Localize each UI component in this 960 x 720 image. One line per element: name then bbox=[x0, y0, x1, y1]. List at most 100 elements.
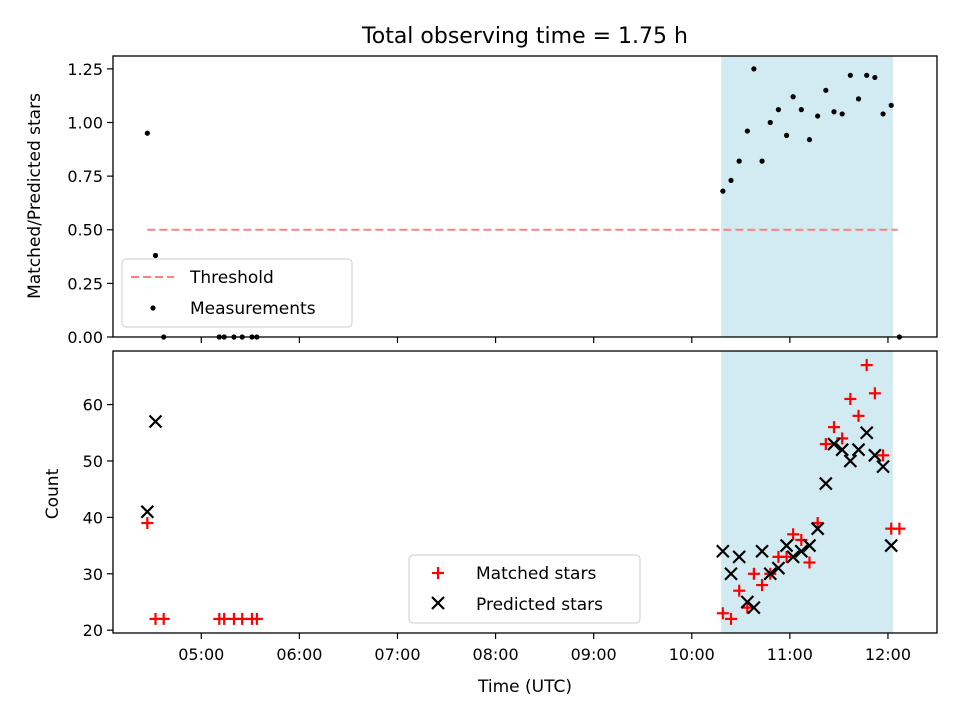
predicted-star-point bbox=[771, 561, 786, 575]
matched-star-point bbox=[756, 579, 769, 592]
bottom-plot-frame bbox=[112, 350, 938, 634]
bottom-y-ticks: 20 30 40 50 60 bbox=[83, 396, 113, 640]
bottom-x-ticks: 05:00 06:00 07:00 08:00 09:00 10:00 11:00 12:00 bbox=[178, 633, 911, 664]
measurement-point bbox=[775, 107, 782, 113]
x-tick-label: 10:00 bbox=[669, 645, 715, 664]
predicted-star-point bbox=[794, 544, 809, 558]
matched-star-point bbox=[787, 528, 800, 541]
bottom-y-tick-label: 30 bbox=[83, 565, 103, 584]
measurement-point bbox=[823, 87, 829, 93]
top-legend: Threshold Measurements bbox=[121, 258, 353, 328]
matched-star-point bbox=[868, 387, 881, 400]
measurement-point bbox=[720, 188, 726, 194]
predicted-star-point bbox=[868, 448, 882, 463]
measurements-legend-label: Measurements bbox=[190, 299, 316, 319]
bottom-y-tick-label: 50 bbox=[83, 452, 103, 471]
top-y-tick-label: 0.50 bbox=[67, 221, 103, 240]
predicted-star-point bbox=[859, 426, 874, 440]
measurement-point bbox=[888, 102, 894, 108]
predicted-star-point bbox=[827, 437, 841, 451]
bottom-y-axis-label: Count bbox=[43, 468, 63, 519]
bottom-observing-window bbox=[721, 351, 893, 633]
matched-star-point bbox=[819, 438, 832, 451]
x-tick-label: 11:00 bbox=[767, 645, 813, 664]
measurements-legend-swatch bbox=[150, 305, 156, 311]
matched-star-point bbox=[780, 550, 793, 563]
bottom-y-tick-label: 20 bbox=[83, 621, 103, 640]
measurement-point bbox=[864, 72, 870, 78]
x-tick-label: 07:00 bbox=[374, 645, 420, 664]
measurement-point bbox=[744, 128, 750, 134]
predicted-star-point bbox=[763, 567, 778, 581]
predicted-star-point bbox=[884, 538, 899, 553]
predicted-star-point bbox=[876, 459, 890, 474]
top-y-tick-label: 1.25 bbox=[67, 60, 103, 79]
measurement-point bbox=[872, 74, 878, 81]
matched-star-point bbox=[844, 392, 857, 405]
matched-star-point bbox=[852, 409, 865, 422]
measurement-point bbox=[831, 109, 837, 115]
top-y-tick-label: 0.00 bbox=[67, 328, 103, 347]
top-legend-box bbox=[121, 258, 353, 328]
predicted-star-point bbox=[779, 538, 794, 553]
measurement-point bbox=[806, 137, 813, 143]
measurement-point bbox=[880, 111, 886, 117]
matched-star-point bbox=[877, 449, 890, 462]
measurement-point bbox=[144, 130, 150, 136]
matched-star-point bbox=[828, 421, 840, 434]
measurement-point bbox=[751, 66, 757, 72]
matched-star-point bbox=[803, 556, 816, 569]
top-observing-window bbox=[721, 56, 893, 337]
x-tick-label: 08:00 bbox=[473, 645, 519, 664]
predicted-star-point bbox=[851, 442, 866, 457]
measurement-point bbox=[736, 158, 742, 164]
predicted-star-point bbox=[755, 544, 769, 558]
matched-star-point bbox=[893, 522, 906, 535]
measurement-point bbox=[767, 119, 773, 126]
x-tick-label: 12:00 bbox=[865, 645, 911, 664]
measurement-point bbox=[759, 158, 765, 164]
matched-star-point bbox=[141, 517, 154, 530]
top-x-ticks bbox=[200, 337, 889, 343]
bottom-y-tick-label: 40 bbox=[83, 508, 103, 527]
count-points bbox=[140, 359, 906, 625]
predicted-star-point bbox=[843, 454, 858, 468]
measurement-point bbox=[152, 252, 159, 259]
measurement-point bbox=[815, 113, 821, 119]
predicted-star-point bbox=[802, 538, 817, 553]
bottom-panel: 20 30 40 50 60 05:00 06:00 07:00 08:00 09:00 10:0… bbox=[83, 350, 938, 664]
measurement-point bbox=[847, 72, 853, 78]
matched-star-point bbox=[811, 517, 824, 530]
threshold-legend-label: Threshold bbox=[189, 268, 274, 288]
predicted-star-point bbox=[148, 414, 163, 429]
measurement-point bbox=[798, 107, 804, 113]
predicted-star-point bbox=[835, 442, 849, 457]
measurement-point bbox=[839, 111, 845, 117]
predicted-legend-swatch bbox=[431, 596, 445, 610]
predicted-star-point bbox=[732, 550, 746, 564]
matched-star-point bbox=[716, 607, 729, 620]
x-tick-label: 06:00 bbox=[276, 645, 322, 664]
top-panel: 0.00 0.25 0.50 0.75 1.00 1.25 Threshold Measu… bbox=[67, 55, 938, 347]
x-tick-label: 05:00 bbox=[178, 645, 224, 664]
predicted-star-point bbox=[140, 504, 155, 519]
measurement-point bbox=[728, 177, 734, 184]
matched-star-point bbox=[741, 601, 754, 614]
matched-star-point bbox=[725, 612, 737, 625]
matched-star-point bbox=[747, 567, 760, 580]
measurement-point bbox=[783, 132, 790, 138]
predicted-star-point bbox=[724, 567, 738, 581]
bottom-legend: Matched stars Predicted stars bbox=[408, 554, 641, 624]
top-y-tick-label: 1.00 bbox=[67, 113, 103, 132]
bottom-legend-box bbox=[408, 554, 641, 624]
chart-title: Total observing time = 1.75 h bbox=[361, 24, 688, 49]
measurement-point bbox=[855, 96, 862, 102]
measurement-point bbox=[790, 94, 796, 100]
predicted-star-point bbox=[786, 550, 800, 564]
predicted-star-point bbox=[747, 600, 761, 615]
x-axis-label: Time (UTC) bbox=[477, 677, 572, 697]
matched-legend-swatch bbox=[432, 567, 444, 579]
predicted-star-point bbox=[810, 521, 825, 536]
matched-star-point bbox=[733, 584, 746, 597]
top-y-axis-label: Matched/Predicted stars bbox=[25, 93, 45, 299]
